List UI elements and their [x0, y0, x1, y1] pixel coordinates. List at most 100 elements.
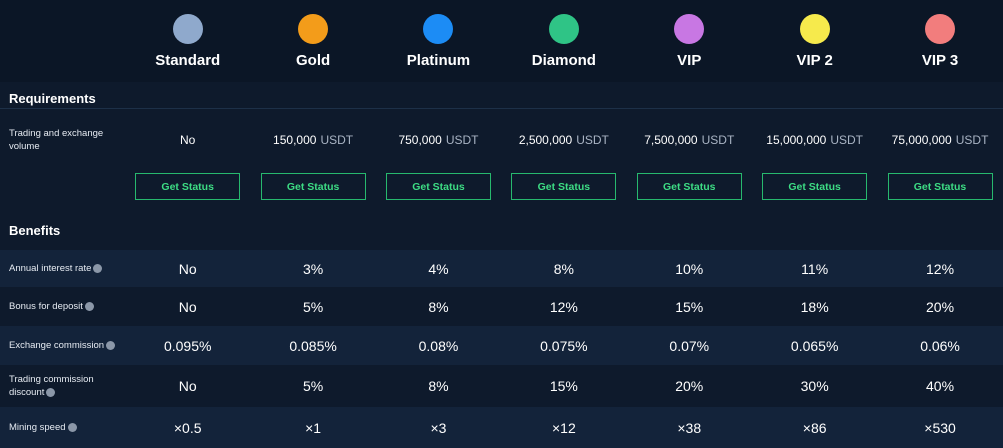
row-label: Annual interest rate [0, 262, 125, 275]
button-cell: Get Status [627, 172, 752, 200]
unit: USDT [701, 133, 735, 147]
value-cell: 2,500,000 USDT [501, 133, 626, 147]
tier-icon [172, 13, 203, 44]
tier-header: VIP 2 [752, 13, 877, 69]
tier-icon [548, 13, 579, 44]
value-cell: 30% [800, 378, 829, 394]
value-cell: ×530 [924, 419, 956, 436]
value-cell: 8% [428, 378, 449, 394]
value-cell: ×12 [551, 419, 576, 436]
get-status-button[interactable]: Get Status [385, 172, 491, 200]
tier-name: VIP [677, 51, 702, 69]
table-row: Bonus for deposit No 5% 8% 12% 15% 18% 20% [0, 287, 1003, 326]
tier-name: Standard [155, 51, 221, 69]
value-cell: 3% [302, 260, 324, 277]
value-cell: 12% [549, 298, 578, 315]
value-cell: 7,500,000 USDT [627, 133, 752, 147]
label-text: Mining speed [9, 422, 66, 433]
value-cell: 5% [302, 378, 324, 394]
value-cell: 0.08% [418, 337, 459, 354]
value-cell: No [178, 378, 197, 394]
table-row: Get Status Get Status Get Status Get Status… [0, 165, 1003, 207]
get-status-button[interactable]: Get Status [260, 172, 366, 200]
tier-header: VIP 3 [877, 13, 1002, 69]
value-cell: ×3 [430, 419, 447, 436]
tier-name: VIP 3 [921, 51, 959, 69]
label-text: Trading commission discount [9, 374, 94, 398]
value-cell: 11% [801, 260, 829, 277]
get-status-button[interactable]: Get Status [636, 172, 742, 200]
value-cell: 150,000 USDT [250, 133, 375, 147]
value-cell: No [178, 298, 197, 315]
label-text: Exchange commission [9, 340, 105, 351]
button-cell: Get Status [877, 172, 1002, 200]
value-cell: 20% [675, 378, 704, 394]
amount: 7,500,000 [644, 133, 698, 147]
row-label: Trading and exchange volume [9, 128, 104, 152]
tier-header: Platinum [376, 13, 501, 69]
tier-icon [799, 13, 830, 44]
tier-icon [925, 13, 956, 44]
tier-name: Diamond [531, 51, 596, 69]
value-cell: 40% [926, 378, 955, 394]
row-label: Exchange commission [0, 339, 125, 352]
section-title: Benefits [9, 223, 61, 238]
unit: USDT [320, 133, 354, 147]
unit: USDT [445, 133, 479, 147]
table-row: Trading and exchange volume No 150,000 USDT… [0, 115, 1003, 165]
button-cell: Get Status [125, 172, 250, 200]
table-row: Exchange commission 0.095% 0.085% 0.08% 0.07… [0, 326, 1003, 365]
value-cell: 20% [926, 298, 955, 315]
button-cell: Get Status [250, 172, 375, 200]
help-icon [46, 387, 56, 397]
get-status-button[interactable]: Get Status [135, 172, 241, 200]
button-cell: Get Status [752, 172, 877, 200]
amount: 2,500,000 [518, 133, 573, 147]
table-row: Trading commission discount No 5% 8% 15% 20% 3… [0, 365, 1003, 407]
value-cell: ×86 [802, 419, 827, 436]
get-status-button[interactable]: Get Status [887, 172, 993, 200]
tier-header: Gold [250, 13, 375, 69]
get-status-button[interactable]: Get Status [762, 172, 868, 200]
section-title: Requirements [9, 91, 96, 106]
value-cell: 15,000,000 USDT [752, 133, 877, 147]
row-label: Trading commission discount [0, 373, 125, 399]
tier-header: Standard [125, 13, 250, 69]
amount: 150,000 [273, 133, 317, 147]
value-cell: 0.07% [669, 337, 710, 354]
value-cell: ×0.5 [173, 419, 202, 436]
value-cell: 12% [926, 260, 955, 277]
tier-icon [298, 13, 329, 44]
button-cell: Get Status [501, 172, 626, 200]
value-cell: 18% [800, 298, 829, 315]
tier-header: Diamond [501, 13, 626, 69]
value-cell: No [178, 260, 197, 277]
table-row: Standard Gold Platinum Diamond VIP VIP 2 VIP 3 [0, 0, 1003, 82]
value-cell: 0.075% [540, 337, 588, 354]
unit: USDT [830, 133, 864, 147]
table-row: Mining speed ×0.5 ×1 ×3 ×12 ×38 ×86 ×530 [0, 407, 1003, 448]
value-cell: No [125, 133, 250, 147]
tier-name: VIP 2 [796, 51, 833, 69]
amount: No [180, 133, 196, 147]
row-label: Mining speed [0, 421, 125, 434]
help-icon [93, 263, 103, 273]
value-cell: 10% [675, 260, 704, 277]
tier-icon [674, 13, 705, 44]
value-cell: 750,000 USDT [376, 133, 501, 147]
help-icon [106, 340, 116, 350]
tier-icon [423, 13, 454, 44]
table-row: Annual interest rate No 3% 4% 8% 10% 11% 12% [0, 250, 1003, 287]
amount: 15,000,000 [766, 133, 827, 147]
value-cell: 0.065% [790, 337, 839, 354]
unit: USDT [576, 133, 609, 147]
get-status-button[interactable]: Get Status [511, 172, 617, 200]
value-cell: 4% [428, 260, 449, 277]
label-text: Bonus for deposit [9, 301, 83, 312]
value-cell: ×1 [305, 419, 322, 436]
unit: USDT [955, 133, 989, 147]
tier-header: VIP [627, 13, 752, 69]
help-icon [67, 422, 77, 432]
value-cell: 0.085% [289, 337, 337, 354]
value-cell: 8% [428, 298, 449, 315]
